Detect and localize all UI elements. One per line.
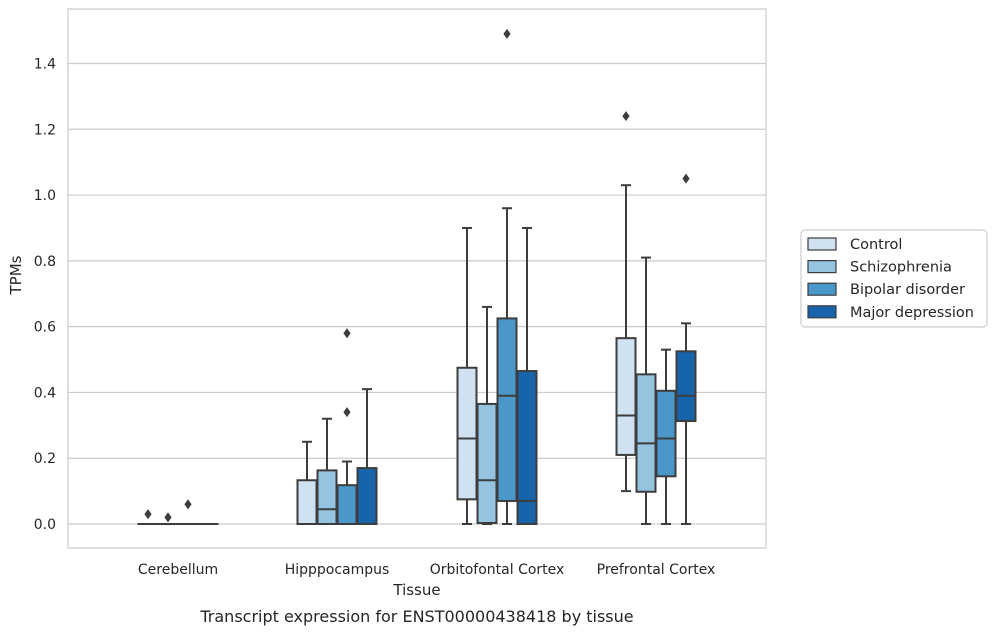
- outlier-point: [503, 28, 511, 39]
- outlier-point: [144, 509, 152, 520]
- y-tick-label: 0.2: [34, 451, 56, 467]
- plot-frame: [67, 8, 767, 549]
- y-tick-label: 1.0: [34, 188, 56, 204]
- box-body: [316, 469, 338, 525]
- box-bipolar-disorder: [496, 28, 518, 525]
- y-tick-label: 0.8: [34, 254, 56, 270]
- box-schizophrenia: [316, 417, 338, 525]
- box-body: [356, 467, 378, 526]
- y-tick-label: 1.2: [34, 122, 56, 138]
- outlier-point: [164, 512, 172, 523]
- x-tick-label: Cerebellum: [138, 562, 218, 578]
- x-tick-label: Hipppocampus: [285, 562, 390, 578]
- x-axis-label: Tissue: [392, 581, 440, 599]
- box-schizophrenia: [635, 256, 657, 525]
- y-tick-label: 0.4: [34, 385, 56, 401]
- box-bipolar-disorder: [655, 348, 677, 525]
- legend: Control Schizophrenia Bipolar disorder Majo…: [800, 229, 988, 328]
- box-major-depression: [356, 388, 378, 526]
- x-axis-ticks: Cerebellum Hipppocampus Orbitofontal Corte…: [138, 562, 715, 578]
- box-schizophrenia: [476, 305, 498, 525]
- box-body: [675, 350, 697, 423]
- box-body: [635, 373, 657, 493]
- box-body: [615, 337, 637, 456]
- outlier-point: [343, 328, 351, 339]
- box-body: [516, 370, 538, 525]
- box-plot-series: [137, 28, 697, 526]
- legend-frame: [800, 229, 988, 328]
- chart-caption: Transcript expression for ENST0000043841…: [199, 607, 633, 626]
- box-bipolar-disorder: [336, 328, 358, 526]
- legend-entry: Major depression: [850, 305, 974, 321]
- x-tick-label: Prefrontal Cortex: [597, 562, 716, 578]
- y-axis-label: TPMs: [7, 255, 25, 295]
- y-tick-label: 0.6: [34, 320, 56, 336]
- box-body: [336, 484, 358, 526]
- legend-entry: Bipolar disorder: [850, 282, 965, 298]
- box-body: [496, 317, 518, 502]
- outlier-point: [184, 499, 192, 510]
- legend-swatch: [807, 260, 837, 274]
- legend-entry: Control: [850, 237, 902, 253]
- outlier-point: [343, 407, 351, 418]
- gridlines: [68, 62, 766, 525]
- x-tick-label: Orbitofontal Cortex: [430, 562, 565, 578]
- legend-swatch: [807, 305, 837, 319]
- legend-entry: Schizophrenia: [850, 260, 952, 276]
- y-tick-label: 1.4: [34, 57, 56, 73]
- box-control: [456, 226, 478, 525]
- box-bipolar-disorder: [177, 499, 199, 526]
- box-control: [137, 509, 159, 526]
- box-control: [615, 111, 637, 493]
- box-schizophrenia: [157, 512, 179, 526]
- box-major-depression: [675, 173, 697, 525]
- legend-swatch: [807, 237, 837, 251]
- y-tick-label: 0.0: [34, 517, 56, 533]
- box-major-depression: [516, 226, 538, 525]
- box-body: [456, 366, 478, 501]
- y-axis-ticks: 0.0 0.2 0.4 0.6 0.8 1.0 1.2 1.4: [34, 57, 56, 534]
- legend-swatch: [807, 282, 837, 296]
- box-body: [655, 389, 677, 478]
- outlier-point: [682, 173, 690, 184]
- box-body: [296, 479, 318, 526]
- outlier-point: [622, 111, 630, 122]
- box-control: [296, 440, 318, 526]
- box-body: [476, 402, 498, 525]
